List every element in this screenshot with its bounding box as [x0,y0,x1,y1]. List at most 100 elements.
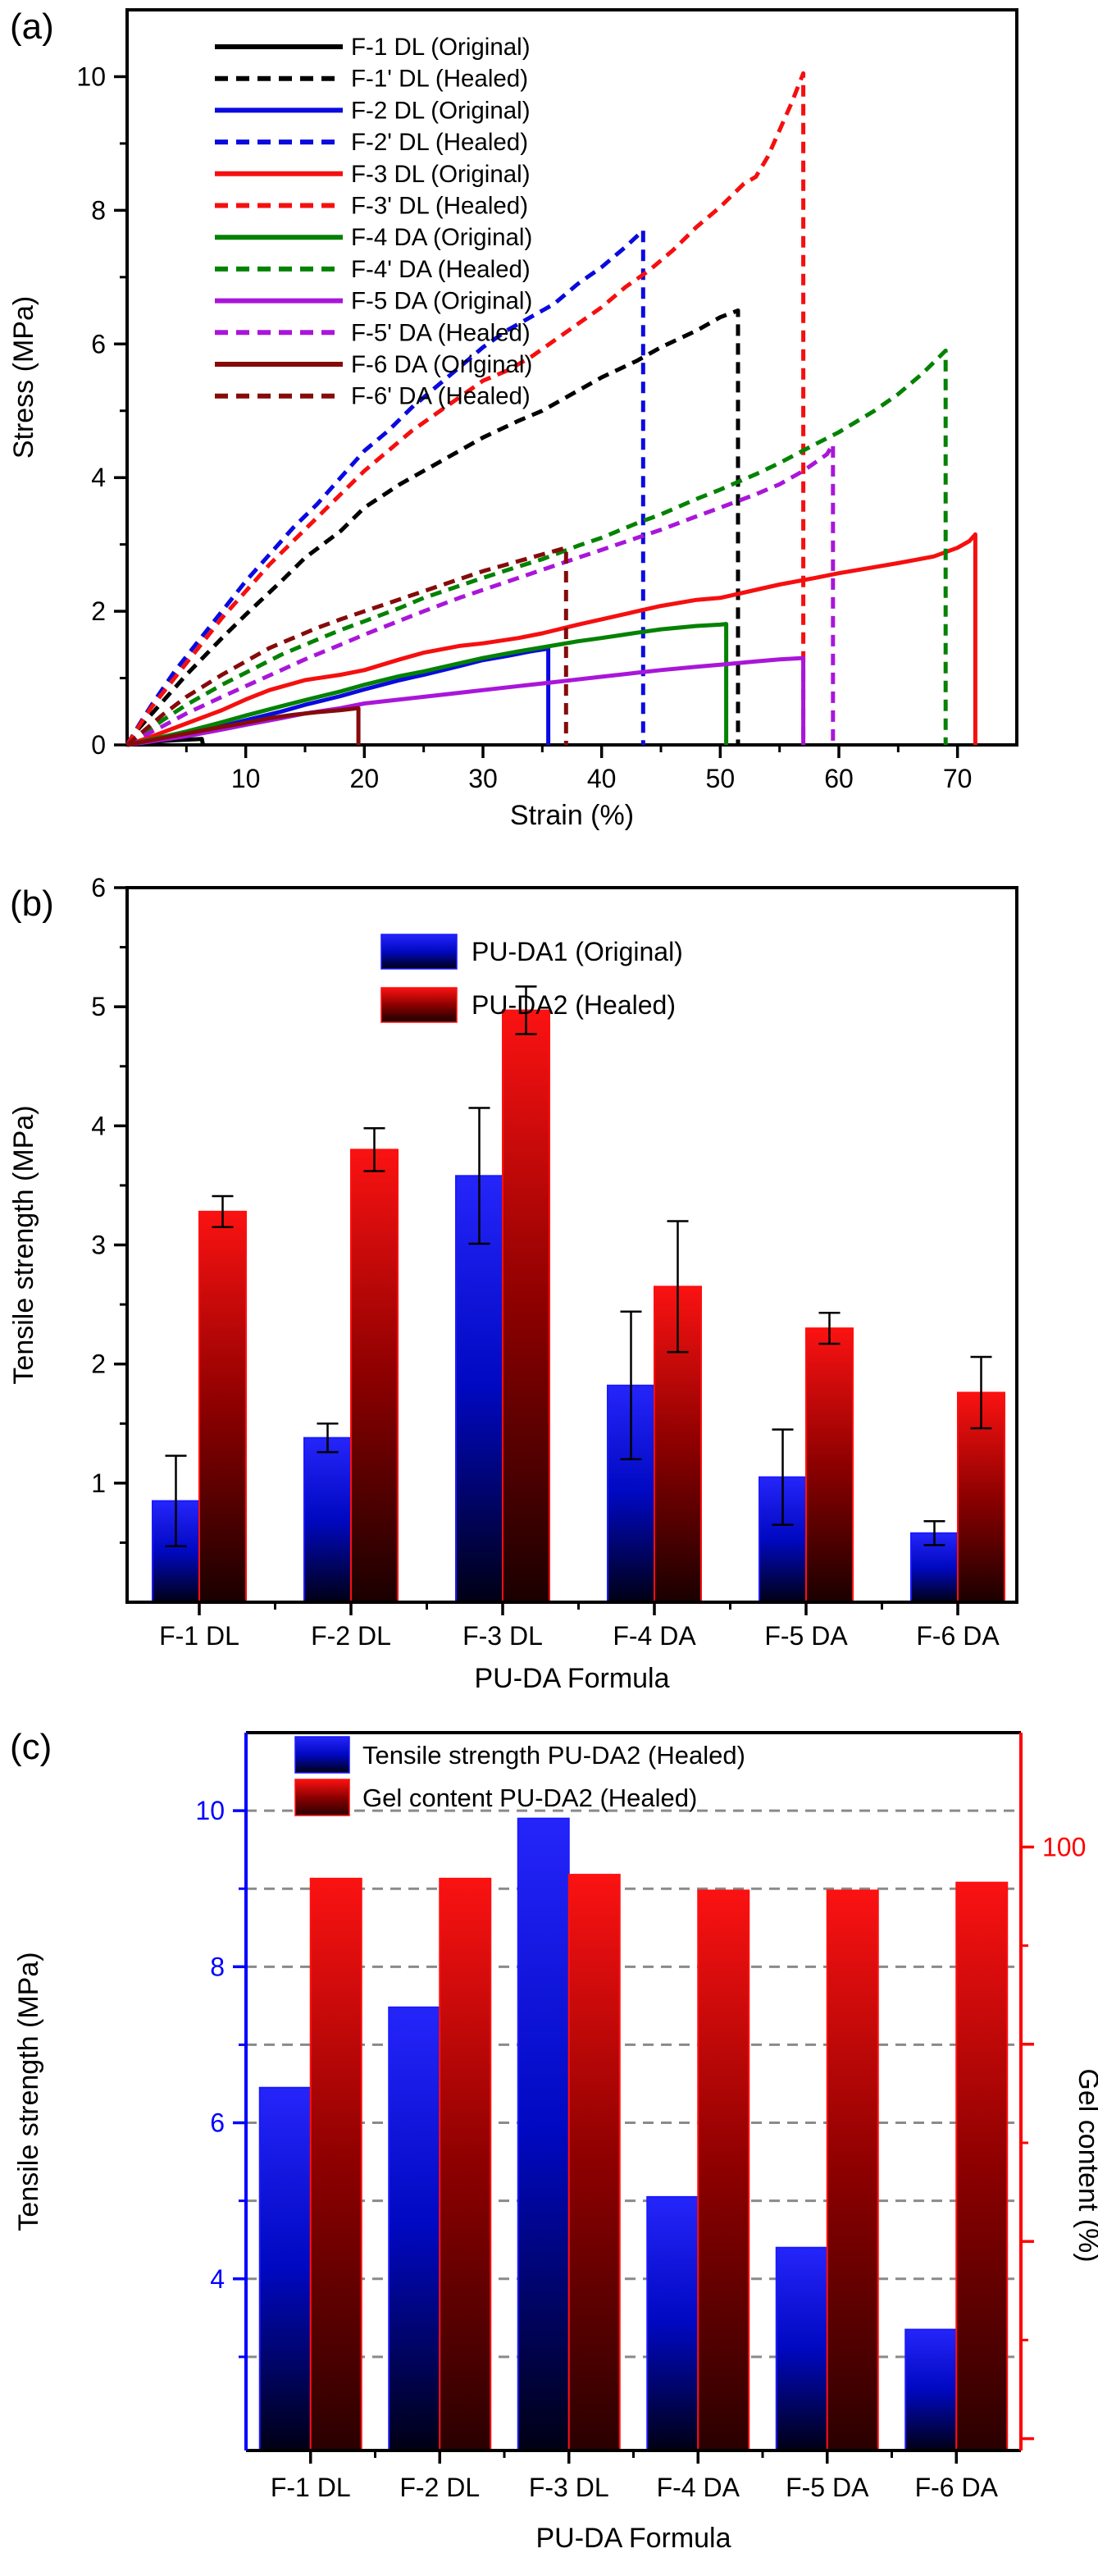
bar-healed-F-5 DA [805,1327,854,1603]
bar-gel-F-2 DL [439,1877,492,2451]
category-label: F-2 DL [399,2473,480,2502]
y-axis-label: Tensile strength (MPa) [8,1105,39,1384]
curve-F-3' DL (Healed) [125,71,806,747]
bar-gel-F-1 DL [309,1877,362,2451]
curve-F-3 DL (Original) [126,532,977,747]
panel-letter-a: (a) [10,7,54,47]
legend-label: F-1' DL (Healed) [351,66,528,93]
x-tick-label: 40 [587,764,617,793]
curve-F-2' DL (Healed) [125,228,645,747]
left-tick-label: 6 [210,2108,225,2138]
bar-gel-F-3 DL [567,1874,621,2452]
legend-item-F-6' DA (Healed): F-6' DA (Healed) [215,383,531,410]
legend-label: F-5 DA (Original) [351,288,532,315]
legend-label: F-6 DA (Original) [351,351,532,378]
curve-F-6 DA (Original) [126,706,361,747]
panel-letter-b: (b) [10,884,54,924]
x-tick-label: 60 [824,764,854,793]
bar-tensile-F-4 DA [646,2195,699,2451]
category-label: F-4 DA [613,1621,696,1651]
bar-gel-F-6 DA [955,1881,1009,2451]
legend-item-F-1' DL (Healed): F-1' DL (Healed) [215,66,528,93]
legend-item-F-4' DA (Healed): F-4' DA (Healed) [215,256,531,283]
legend-item-F-3 DL (Original): F-3 DL (Original) [215,161,531,188]
y-tick-label: 0 [91,730,106,760]
panel-a: (a) 10 20 30 40 50 60 70 0 2 4 6 8 10 Strain (%) Stres… [0,0,1098,849]
left-axis-label: Tensile strength (MPa) [13,1952,44,2231]
category-label: F-5 DA [786,2473,869,2502]
y-tick-label: 6 [91,873,106,902]
legend-item-F-2 DL (Original): F-2 DL (Original) [215,97,531,124]
tensile-strength-bar-chart: 1 2 3 4 5 6 F-1 DL F-2 DL F-3 DL F-4 DA F-5 DA F-6 … [8,873,1018,1694]
x-axis-label: PU-DA Formula [535,2523,731,2554]
x-tick-label: 50 [706,764,736,793]
legend-swatch [294,1736,350,1774]
right-axis-label: Gel content (%) [1073,2068,1098,2262]
legend-label: F-6' DA (Healed) [351,383,531,410]
legend-label: Gel content PU-DA2 (Healed) [362,1784,697,1812]
y-tick-label: 4 [91,1111,106,1140]
legend-label: PU-DA2 (Healed) [472,990,676,1020]
x-axis-label: Strain (%) [510,800,634,831]
bar-tensile-F-1 DL [258,2086,312,2451]
legend-item-F-5' DA (Healed): F-5' DA (Healed) [215,319,531,346]
plot-frame [125,8,1018,747]
legend-item-F-5 DA (Original): F-5 DA (Original) [215,288,532,315]
legend-label: F-3 DL (Original) [351,161,531,188]
category-label: F-3 DL [462,1621,543,1651]
legend-label: PU-DA1 (Original) [472,937,683,966]
legend-label: F-2' DL (Healed) [351,129,528,156]
legend-item-F-3' DL (Healed): F-3' DL (Healed) [215,193,528,220]
y-tick-label: 4 [91,463,106,492]
curve-F-5' DA (Healed) [125,442,836,747]
y-tick-label: 3 [91,1231,106,1260]
left-tick-label: 8 [210,1952,225,1981]
y-tick-label: 2 [91,1350,106,1379]
curve-F-1' DL (Healed) [125,308,740,747]
legend-label: F-3' DL (Healed) [351,193,528,220]
legend-item-F-6 DA (Original): F-6 DA (Original) [215,351,532,378]
legend-label: Tensile strength PU-DA2 (Healed) [362,1741,745,1770]
y-axis-label: Stress (MPa) [8,296,39,459]
y-tick-label: 6 [91,329,106,359]
category-label: F-2 DL [311,1621,391,1651]
legend-item-Tensile strength PU-DA2 (Healed): Tensile strength PU-DA2 (Healed) [294,1736,745,1774]
legend-label: F-1 DL (Original) [351,34,531,61]
y-tick-label: 5 [91,992,106,1021]
y-tick-label: 10 [76,62,106,91]
legend-label: F-5' DA (Healed) [351,319,531,346]
curve-F-5 DA (Original) [126,655,806,747]
left-tick-label: 10 [195,1796,225,1825]
bar-original-F-2 DL [303,1436,352,1603]
bar-original-F-3 DL [455,1175,503,1603]
left-tick-label: 4 [210,2264,225,2294]
legend-item-PU-DA2 (Healed): PU-DA2 (Healed) [380,987,676,1023]
panel-letter-c: (c) [10,1727,52,1767]
y-tick-label: 2 [91,596,106,626]
y-tick-label: 1 [91,1468,106,1498]
bar-tensile-F-3 DL [517,1817,570,2451]
bar-healed-F-1 DL [198,1210,247,1603]
bar-gel-F-4 DA [697,1889,750,2452]
curve-F-6' DA (Healed) [125,546,568,747]
x-tick-label: 10 [231,764,261,793]
dual-axis-bar-chart: 4 6 8 10 100 F-1 DL F-2 DL F-3 DL F-4 DA F-5 DA F-… [13,1731,1098,2554]
category-label: F-3 DL [529,2473,609,2502]
x-axis-label: PU-DA Formula [474,1663,669,1694]
legend-swatch [380,934,458,970]
bar-tensile-F-6 DA [904,2328,958,2452]
right-tick-label: 100 [1042,1832,1086,1861]
legend-item-PU-DA1 (Original): PU-DA1 (Original) [380,934,683,970]
legend-label: F-4 DA (Original) [351,224,532,251]
x-tick-label: 30 [468,764,498,793]
legend-label: F-4' DA (Healed) [351,256,531,283]
category-label: F-6 DA [915,2473,999,2502]
category-label: F-6 DA [916,1621,1000,1651]
bar-gel-F-5 DA [826,1889,879,2452]
bar-tensile-F-5 DA [775,2246,828,2452]
legend-label: F-2 DL (Original) [351,97,531,124]
bar-healed-F-3 DL [502,1009,550,1603]
category-label: F-1 DL [271,2473,351,2502]
stress-strain-line-chart: 10 20 30 40 50 60 70 0 2 4 6 8 10 Strain (%) Stress (M… [8,8,1018,831]
